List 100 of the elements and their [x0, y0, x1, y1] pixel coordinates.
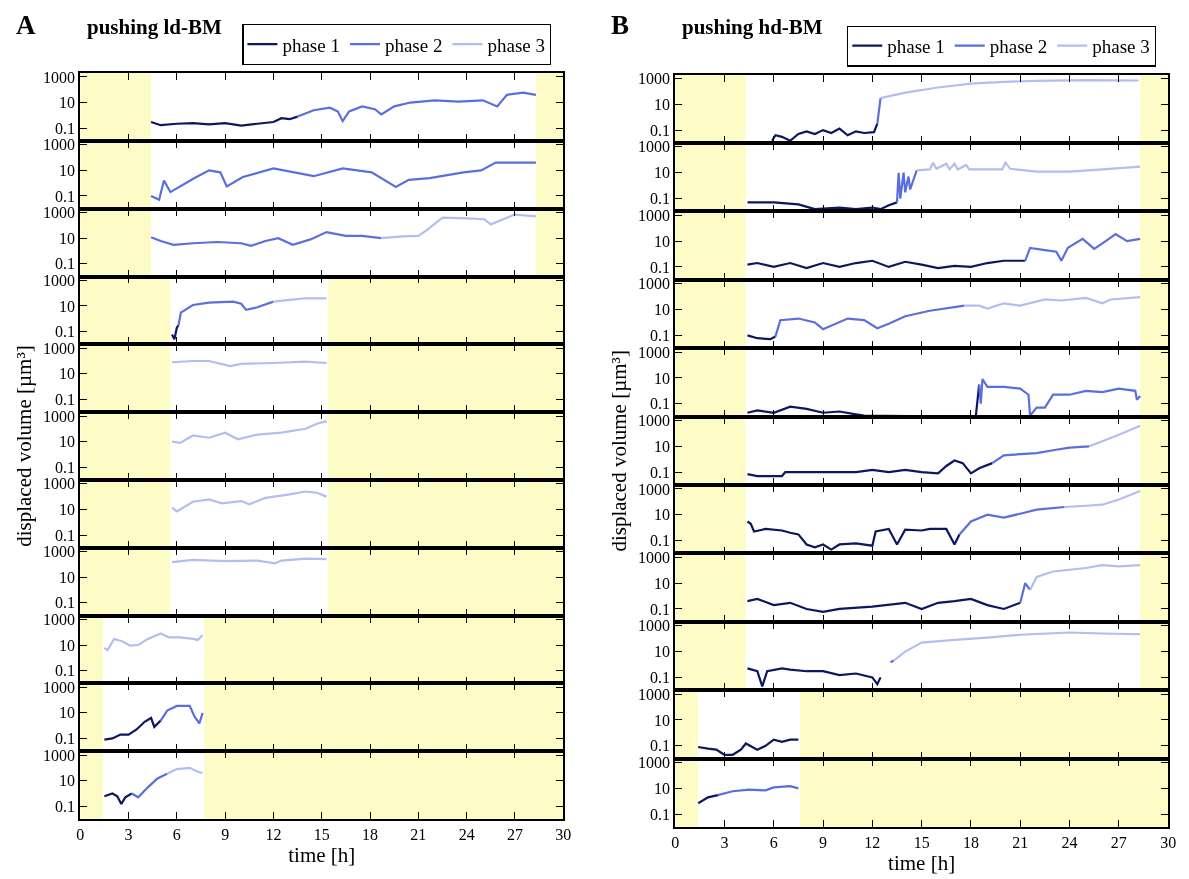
line-series — [170, 324, 180, 341]
y-tick-label: 0.1 — [55, 594, 76, 612]
line-series — [746, 201, 899, 211]
x-tick-label: 21 — [1012, 834, 1029, 852]
x-tick-label: 21 — [410, 826, 427, 844]
line-series — [1088, 424, 1142, 448]
line-series — [149, 161, 538, 201]
y-tick-label: 10 — [654, 779, 671, 797]
y-tick-label: 1000 — [638, 754, 671, 772]
x-tick-label: 3 — [720, 834, 729, 852]
y-tick-label: 1000 — [638, 480, 671, 498]
x-tick-label: 9 — [221, 826, 230, 844]
y-tick-label: 1000 — [638, 412, 671, 430]
y-tick-label: 10 — [654, 574, 671, 592]
y-tick-label: 0.1 — [55, 187, 76, 205]
y-tick-label: 0.1 — [650, 463, 671, 481]
y-tick-label: 0.1 — [650, 395, 671, 413]
y-tick-label: 10 — [59, 94, 76, 112]
y-tick-label: 0.1 — [650, 532, 671, 550]
y-tick-label: 0.1 — [55, 458, 76, 476]
line-series — [991, 445, 1091, 465]
x-tick-label: 30 — [555, 826, 572, 844]
line-series — [978, 378, 1142, 417]
y-tick-label: 0.1 — [55, 797, 76, 815]
x-tick-label: 0 — [76, 826, 85, 844]
y-tick-label: 1000 — [43, 746, 76, 764]
line-series — [892, 631, 1142, 662]
line-series — [774, 304, 966, 338]
chart-title: pushing ld-BM — [87, 15, 222, 39]
x-tick-label: 30 — [1160, 834, 1177, 852]
line-series — [1029, 564, 1142, 591]
y-tick-label: 10 — [654, 232, 671, 250]
line-series — [879, 79, 1140, 100]
y-tick-label: 1000 — [638, 206, 671, 224]
line-series — [963, 296, 1142, 310]
y-tick-label: 10 — [654, 95, 671, 113]
y-tick-label: 1000 — [43, 475, 76, 493]
x-tick-label: 24 — [458, 826, 475, 844]
y-tick-label: 0.1 — [55, 526, 76, 544]
y-tick-label: 10 — [59, 365, 76, 383]
legend-label: phase 2 — [989, 36, 1048, 58]
x-tick-label: 18 — [962, 834, 979, 852]
line-series — [771, 122, 879, 142]
text: phase 3 — [487, 34, 545, 56]
y-tick-label: 10 — [654, 369, 671, 387]
x-tick-label: 12 — [265, 826, 282, 844]
y-tick-label: 10 — [654, 301, 671, 319]
legend-label: phase 1 — [282, 34, 340, 56]
chart-title: pushing hd-BM — [682, 15, 823, 39]
line-series — [895, 169, 918, 204]
y-tick-label: 1000 — [43, 407, 76, 425]
y-tick-label: 10 — [59, 433, 76, 451]
x-tick-label: 24 — [1061, 834, 1078, 852]
y-tick-label: 0.1 — [55, 119, 76, 137]
line-series — [159, 704, 204, 725]
line-series — [170, 490, 328, 513]
x-axis-title: time [h] — [288, 843, 356, 868]
y-tick-label: 1000 — [43, 678, 76, 696]
line-series — [697, 738, 800, 756]
x-tick-label: 15 — [913, 834, 930, 852]
x-tick-label: 9 — [819, 834, 828, 852]
line-series — [103, 632, 204, 652]
y-tick-label: 1000 — [638, 685, 671, 703]
y-tick-label: 0.1 — [650, 805, 671, 823]
x-tick-label: 27 — [506, 826, 523, 844]
y-tick-label: 10 — [654, 643, 671, 661]
y-tick-label: 10 — [59, 704, 76, 722]
line-series — [296, 91, 538, 123]
line-series — [149, 230, 383, 247]
y-tick-label: 0.1 — [650, 668, 671, 686]
y-tick-label: 10 — [654, 506, 671, 524]
y-tick-label: 0.1 — [650, 190, 671, 208]
y-tick-label: 0.1 — [55, 390, 76, 408]
y-tick-label: 1000 — [638, 275, 671, 293]
line-series — [746, 259, 1027, 270]
x-tick-label: 6 — [172, 826, 181, 844]
text: A — [16, 10, 36, 40]
y-tick-label: 1000 — [43, 543, 76, 561]
y-tick-label: 0.1 — [55, 730, 76, 748]
y-tick-label: 10 — [654, 437, 671, 455]
x-tick-label: 6 — [769, 834, 778, 852]
line-series — [746, 667, 882, 688]
text: B — [611, 10, 630, 40]
y-tick-label: 10 — [59, 568, 76, 586]
x-tick-label: 27 — [1110, 834, 1127, 852]
line-series — [103, 716, 162, 741]
line-series — [958, 505, 1066, 536]
legend-label: phase 3 — [1092, 36, 1150, 58]
y-tick-label: 0.1 — [650, 600, 671, 618]
y-tick-label: 1000 — [43, 611, 76, 629]
y-tick-label: 10 — [654, 711, 671, 729]
y-tick-label: 0.1 — [650, 737, 671, 755]
y-tick-label: 10 — [59, 229, 76, 247]
y-tick-label: 1000 — [43, 272, 76, 289]
y-tick-label: 1000 — [43, 339, 76, 357]
y-tick-label: 1000 — [43, 204, 76, 222]
x-tick-label: 3 — [124, 826, 133, 844]
x-tick-label: 12 — [864, 834, 881, 852]
y-axis-title: displaced volume [µm³] — [606, 350, 631, 552]
line-series — [177, 300, 275, 327]
